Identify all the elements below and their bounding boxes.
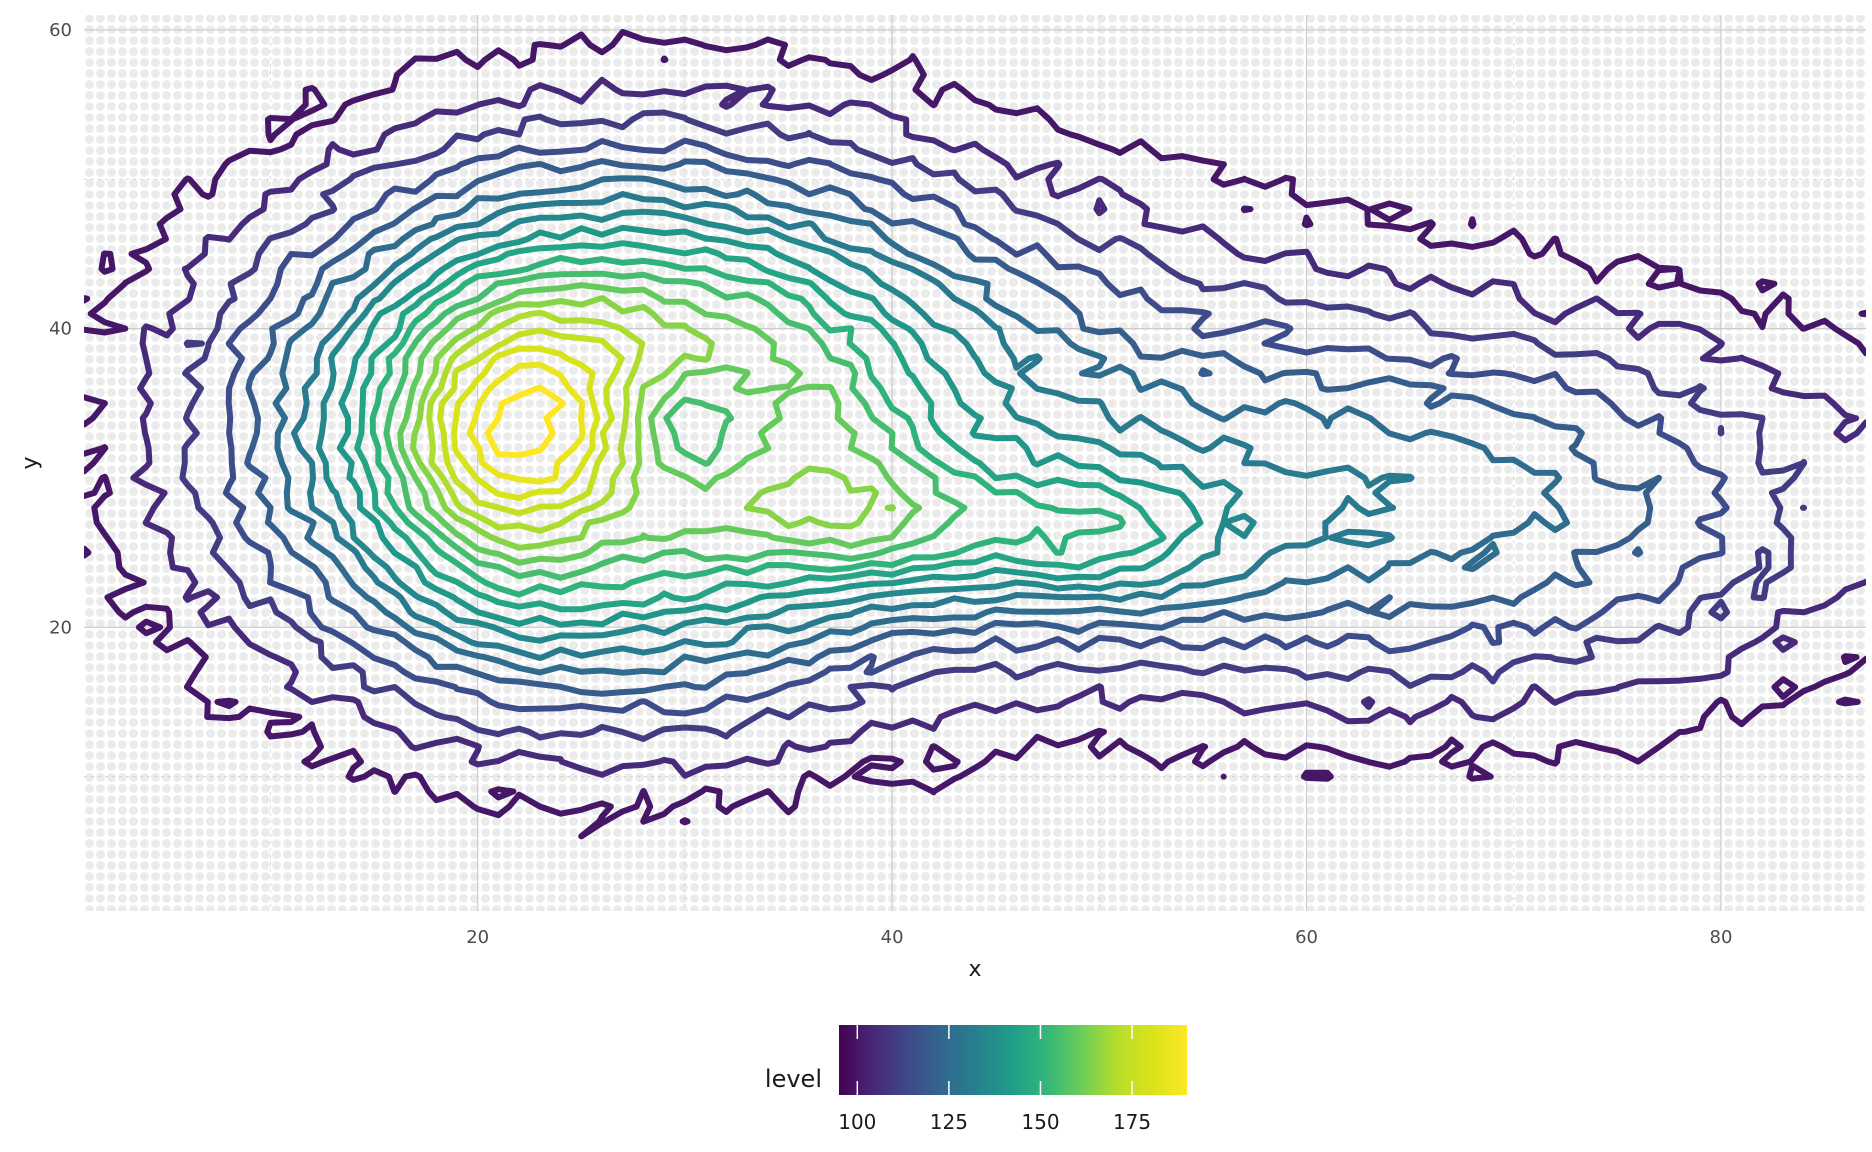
contour-line-level-100 bbox=[84, 28, 1866, 840]
contour-line-level-175 bbox=[437, 327, 625, 517]
x-tick-label: 40 bbox=[881, 927, 904, 948]
colorbar bbox=[839, 1025, 1187, 1095]
contour-line-level-125 bbox=[272, 175, 1570, 676]
x-tick-label: 60 bbox=[1295, 927, 1318, 948]
contour-line-level-190 bbox=[484, 384, 566, 459]
contour-line-level-170 bbox=[426, 309, 646, 534]
x-axis-title: x bbox=[968, 957, 981, 982]
contour-line-level-165 bbox=[410, 295, 896, 551]
y-axis-title: y bbox=[18, 456, 43, 469]
x-tick-label: 20 bbox=[466, 927, 489, 948]
colorbar-tick-label: 150 bbox=[1021, 1110, 1059, 1134]
contour-line-level-145 bbox=[354, 240, 1167, 613]
y-tick-label: 20 bbox=[49, 617, 72, 638]
contour-line-level-120 bbox=[244, 158, 1662, 697]
colorbar-tick-label: 175 bbox=[1113, 1110, 1151, 1134]
contour-line-level-135 bbox=[315, 208, 1257, 644]
contour-line-level-140 bbox=[336, 224, 1204, 628]
colorbar-legend: level 100 125 150 175 bbox=[765, 1025, 1187, 1134]
y-tick-label: 60 bbox=[49, 20, 72, 41]
contour-line-level-115 bbox=[222, 137, 1730, 717]
axes: 20 40 60 80 20 40 60 bbox=[49, 20, 1732, 948]
colorbar-tick-label: 100 bbox=[838, 1110, 876, 1134]
contour-line-level-130 bbox=[291, 191, 1415, 661]
x-tick-label: 80 bbox=[1710, 927, 1733, 948]
contour-line-level-160 bbox=[397, 282, 923, 566]
legend-title: level bbox=[765, 1065, 822, 1093]
y-tick-label: 40 bbox=[49, 319, 72, 340]
contour-line-level-110 bbox=[179, 109, 1808, 742]
colorbar-tick-label: 125 bbox=[930, 1110, 968, 1134]
contour-line-level-150 bbox=[369, 254, 1126, 598]
contour-line-level-185 bbox=[466, 361, 586, 485]
contour-line-level-180 bbox=[451, 345, 601, 502]
contour-line-level-155 bbox=[383, 270, 968, 581]
contour-lines bbox=[84, 28, 1866, 840]
contour-line-level-105 bbox=[130, 76, 1866, 779]
